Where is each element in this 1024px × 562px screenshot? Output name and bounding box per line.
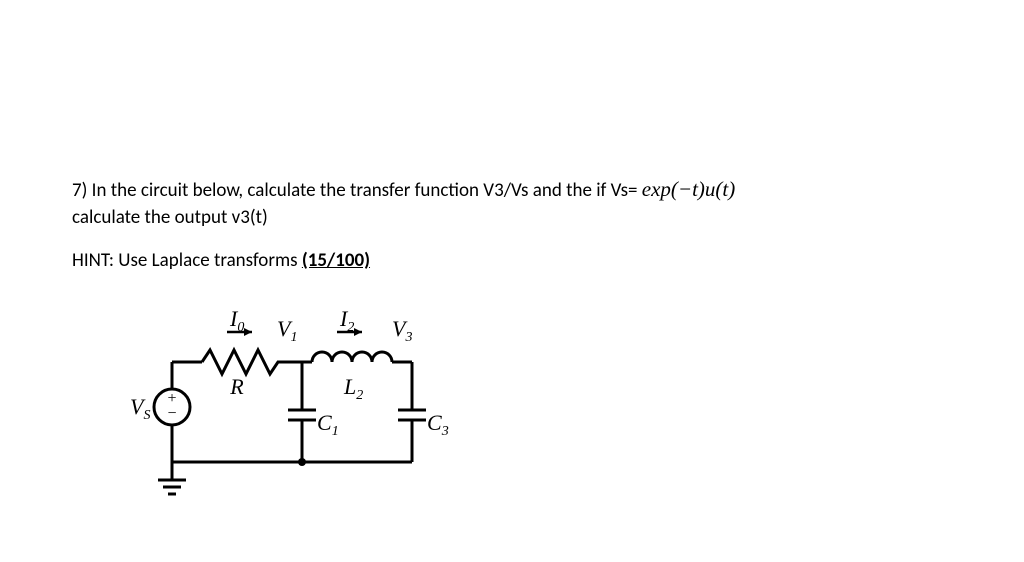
inductor-icon <box>312 352 392 362</box>
resistor-icon <box>202 350 282 374</box>
i2-label: I2 <box>339 306 354 335</box>
vs-label: VS <box>130 394 150 423</box>
hint-line: HINT: Use Laplace transforms (15/100) <box>72 249 952 272</box>
c1-label: C1 <box>317 410 339 439</box>
problem-prefix: 7) In the circuit below, calculate the t… <box>72 179 642 202</box>
problem-expression: exp(−t)u(t) <box>642 177 735 201</box>
circuit-diagram: + − VS R C1 <box>112 302 952 517</box>
r-label: R <box>229 374 244 399</box>
v1-label: V1 <box>277 316 297 345</box>
hint-points: (15/100) <box>302 249 370 272</box>
arrowhead-icon <box>244 328 252 336</box>
problem-text-line2: calculate the output v3(t) <box>72 205 952 232</box>
node-dot <box>298 458 306 466</box>
problem-text-line1: 7) In the circuit below, calculate the t… <box>72 175 952 205</box>
hint-label: HINT: Use Laplace transforms <box>72 249 302 272</box>
c3-label: C3 <box>427 410 449 439</box>
l2-label: L2 <box>343 374 363 403</box>
v3-label: V3 <box>392 316 412 345</box>
source-minus: − <box>167 405 176 422</box>
arrowhead-icon <box>354 328 362 336</box>
i0-label: I0 <box>229 306 244 335</box>
